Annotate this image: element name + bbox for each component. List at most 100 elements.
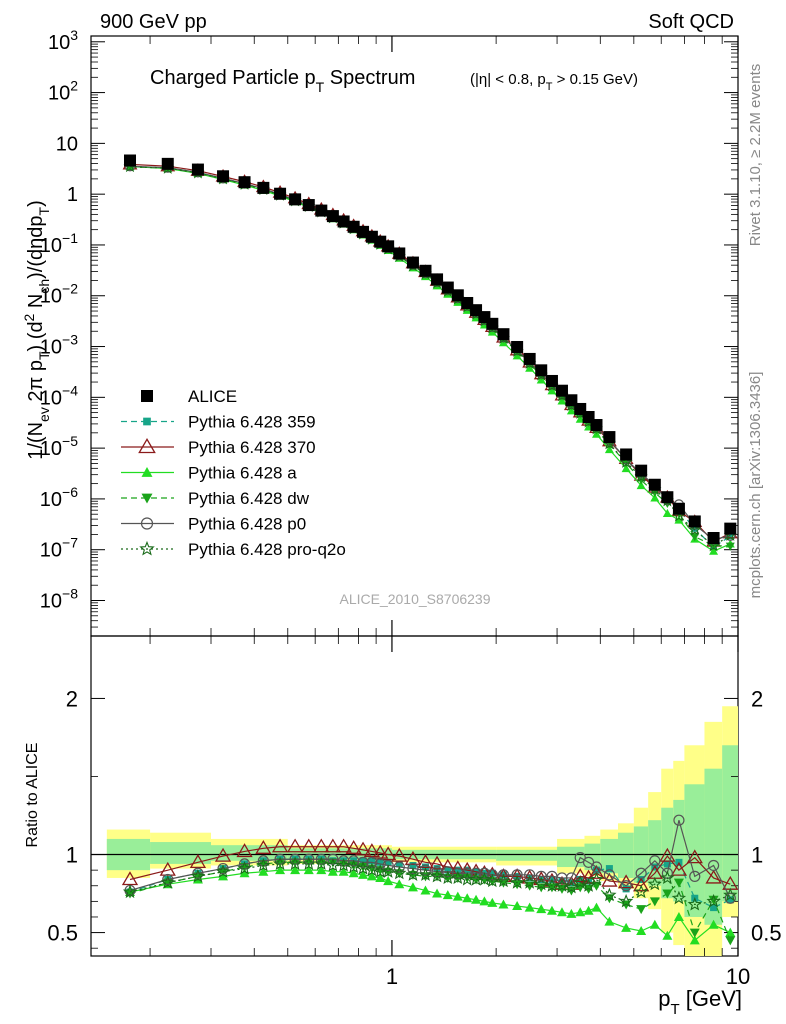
ratio-point-pythia-6-428-pro-q2o (301, 856, 316, 871)
ratio-point-pythia-6-428-p0 (192, 867, 204, 879)
series-line-pythia-6-428-dw (129, 166, 731, 547)
ratio-point-pythia-6-428-p0 (524, 869, 536, 881)
ratio-point-pythia-6-428-dw (673, 878, 684, 888)
ratio-point-pythia-6-428-dw (649, 897, 660, 907)
point-alice (337, 215, 350, 228)
ratio-point-pythia-6-428-a (366, 871, 377, 881)
point-alice (441, 281, 454, 294)
point-pythia-6-428-pro-q2o (706, 539, 721, 552)
ratio-point-pythia-6-428-pro-q2o (534, 876, 549, 891)
y-tick-label: 103 (48, 27, 78, 54)
ratio-point-pythia-6-428-a (239, 868, 250, 878)
ratio-point-pythia-6-428-p0 (478, 867, 491, 879)
ratio-point-pythia-6-428-p0 (535, 870, 547, 882)
point-alice (161, 157, 174, 170)
ratio-point-pythia-6-428-a (316, 865, 327, 875)
point-pythia-6-428-dw (690, 533, 700, 542)
point-pythia-6-428-a (621, 463, 631, 473)
ratio-point-pythia-6-428-dw (290, 858, 301, 868)
ratio-point-pythia-6-428-a (383, 876, 394, 886)
y-tick-label: 10−1 (40, 230, 78, 257)
ratio-point-pythia-6-428-p0 (556, 872, 568, 884)
ratio-point-pythia-6-428-p0 (574, 852, 586, 864)
ratio-point-pythia-6-428-pro-q2o (314, 856, 329, 871)
ratio-point-pythia-6-428-p0 (327, 853, 339, 865)
title-main-sub: T (316, 79, 325, 95)
ratio-point-pythia-6-428-pro-q2o (573, 875, 588, 889)
ratio-point-pythia-6-428-pro-q2o (190, 868, 206, 883)
ratio-point-pythia-6-428-p0 (217, 862, 229, 875)
ratio-point-pythia-6-428-370 (271, 838, 289, 853)
point-pythia-6-428-a (709, 546, 719, 555)
ratio-point-pythia-6-428-370 (380, 846, 397, 861)
ratio-band-green (557, 846, 585, 868)
ratio-point-pythia-6-428-a (348, 868, 359, 878)
ratio-point-pythia-6-428-pro-q2o (634, 884, 649, 899)
ratio-point-pythia-6-428-a (708, 919, 719, 929)
y-tick-label: 10−2 (40, 281, 78, 308)
ratio-point-pythia-6-428-359 (663, 860, 671, 868)
ratio-y-tick-label-right: 1 (751, 843, 763, 868)
ratio-point-pythia-6-428-a (512, 901, 523, 911)
point-pythia-6-428-a (650, 493, 660, 502)
ratio-point-pythia-6-428-p0 (620, 880, 632, 892)
point-alice (238, 176, 251, 189)
point-alice (451, 289, 464, 302)
ratio-point-pythia-6-428-370 (345, 840, 362, 854)
ratio-point-pythia-6-428-pro-q2o (346, 859, 361, 874)
point-alice (511, 340, 524, 353)
ratio-series (121, 814, 739, 946)
header-left: 900 GeV pp (100, 11, 207, 33)
ratio-point-pythia-6-428-370 (705, 869, 722, 884)
point-alice (419, 264, 432, 277)
point-pythia-6-428-pro-q2o (688, 523, 702, 536)
x-tick-label: 1 (386, 964, 398, 989)
ratio-point-pythia-6-428-a (327, 866, 338, 876)
ratio-point-pythia-6-428-pro-q2o (256, 858, 271, 872)
ratio-band-green (722, 745, 738, 902)
ratio-point-pythia-6-428-370 (214, 847, 232, 862)
ratio-line-pythia-6-428-dw (129, 861, 731, 941)
point-alice (707, 532, 720, 545)
y-tick-label: 10 (56, 133, 78, 155)
ratio-point-pythia-6-428-pro-q2o (706, 893, 721, 908)
point-pythia-6-428-a (636, 481, 646, 490)
y-tick-label: 102 (48, 78, 78, 105)
ratio-point-pythia-6-428-a (394, 879, 405, 889)
y-tick-label: 10−3 (40, 332, 78, 359)
ratio-point-pythia-6-428-359 (376, 858, 384, 866)
legend-label: Pythia 6.428 p0 (188, 515, 306, 534)
y-tick-label: 10−4 (40, 382, 78, 409)
point-alice (431, 273, 444, 286)
ratio-point-pythia-6-428-370 (580, 869, 597, 884)
header-right: Soft QCD (648, 11, 734, 33)
ratio-uncertainty-bands (91, 706, 738, 956)
ratio-point-pythia-6-428-370 (354, 841, 372, 856)
point-pythia-6-428-a (604, 444, 614, 454)
ratio-point-pythia-6-428-a (725, 927, 736, 937)
point-alice (347, 220, 360, 233)
ratio-point-pythia-6-428-a (604, 916, 615, 926)
ratio-point-pythia-6-428-370 (363, 843, 381, 858)
ratio-point-pythia-6-428-p0 (162, 873, 174, 886)
ratio-point-pythia-6-428-pro-q2o (272, 856, 288, 871)
ratio-band-green (600, 838, 618, 874)
ratio-point-pythia-6-428-p0 (511, 869, 523, 881)
ratio-point-pythia-6-428-pro-q2o (671, 890, 687, 905)
x-tick-label: 10 (726, 964, 750, 989)
legend-marker (143, 417, 151, 426)
point-pythia-6-428-a (575, 414, 585, 423)
ratio-point-pythia-6-428-p0 (419, 864, 432, 876)
legend-marker (139, 540, 155, 556)
ratio-band-green (648, 820, 662, 886)
ratio-point-pythia-6-428-a (546, 905, 557, 915)
point-alice (124, 154, 137, 167)
ratio-point-pythia-6-428-pro-q2o (364, 862, 380, 877)
ratio-point-pythia-6-428-p0 (357, 856, 369, 868)
ratio-point-pythia-6-428-a (662, 930, 673, 940)
y-tick-label: 10−7 (40, 535, 78, 562)
cuts-sub: T (546, 81, 553, 93)
point-alice (523, 352, 536, 365)
chart-cuts: (|η| < 0.8, pT > 0.15 GeV) (470, 71, 638, 93)
ratio-point-pythia-6-428-pro-q2o (336, 857, 351, 872)
